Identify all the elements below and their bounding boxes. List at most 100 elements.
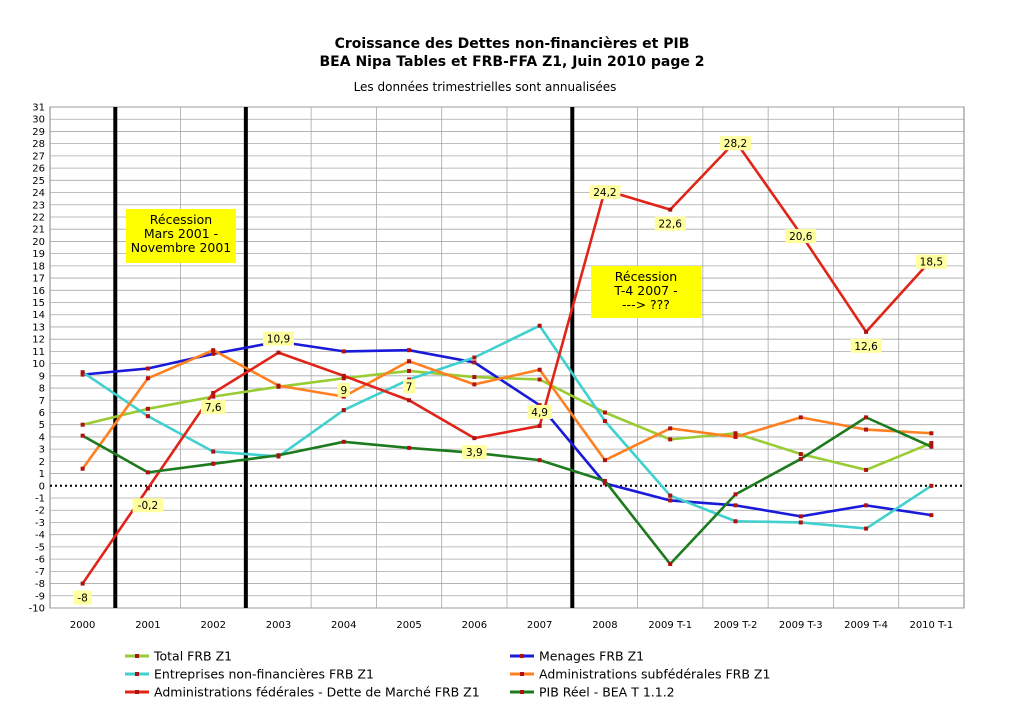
data-point	[864, 503, 869, 508]
data-point	[668, 562, 673, 567]
data-label: 7,6	[200, 399, 226, 414]
data-point	[80, 372, 85, 377]
series-line-1	[82, 340, 932, 518]
y-tick-label: 13	[32, 322, 45, 333]
x-tick-label: 2010 T-1	[909, 620, 953, 631]
data-label-text: 22,6	[659, 219, 683, 231]
data-label: -0,2	[132, 498, 164, 513]
data-label-box	[263, 331, 294, 346]
series-line-5	[82, 416, 932, 566]
data-point	[733, 434, 738, 439]
data-point	[341, 439, 346, 444]
data-point	[929, 441, 934, 446]
data-point	[668, 426, 673, 431]
legend-marker	[135, 690, 139, 694]
y-tick-label: 15	[32, 298, 45, 309]
data-point	[537, 423, 542, 428]
data-point	[602, 410, 607, 415]
chart-title: Croissance des Dettes non-financières et…	[335, 36, 690, 52]
data-label-box	[337, 382, 350, 397]
data-point	[407, 359, 412, 364]
data-point	[211, 390, 216, 395]
legend-marker	[520, 672, 524, 676]
legend-item: PIB Réel - BEA T 1.1.2	[510, 685, 675, 700]
data-point	[733, 492, 738, 497]
y-tick-label: 27	[32, 151, 45, 162]
y-tick-label: 22	[32, 212, 45, 223]
data-label-text: 7,6	[205, 402, 222, 414]
y-tick-label: 8	[39, 384, 45, 395]
plot-area: -10-9-8-7-6-5-4-3-2-10123456789101112131…	[29, 103, 965, 631]
legend-item: Menages FRB Z1	[510, 649, 644, 664]
y-tick-label: 28	[32, 139, 45, 150]
data-label-text: 18,5	[920, 257, 943, 269]
y-tick-label: -3	[35, 518, 45, 529]
data-point	[537, 377, 542, 382]
x-tick-label: 2008	[592, 620, 617, 631]
data-label: 20,6	[785, 229, 817, 244]
data-point	[276, 350, 281, 355]
y-tick-label: 5	[39, 420, 45, 431]
y-tick-label: 14	[32, 310, 45, 321]
data-point	[80, 466, 85, 471]
x-tick-label: 2009 T-1	[648, 620, 692, 631]
data-label-text: -8	[77, 593, 87, 605]
y-tick-label: -7	[35, 567, 45, 578]
data-point	[733, 519, 738, 524]
data-label-text: 4,9	[531, 407, 548, 419]
recession-annotation-text: Mars 2001 -	[144, 226, 218, 241]
data-point	[864, 467, 869, 472]
data-label-text: 7	[406, 381, 413, 393]
legend-marker	[520, 654, 524, 658]
data-point	[537, 323, 542, 328]
x-tick-label: 2003	[266, 620, 291, 631]
legend-item: Administrations fédérales - Dette de Mar…	[125, 685, 480, 700]
legend-marker	[135, 654, 139, 658]
y-tick-label: 23	[32, 200, 45, 211]
data-point	[145, 406, 150, 411]
data-point	[798, 415, 803, 420]
data-label-box	[915, 254, 947, 269]
data-point	[602, 419, 607, 424]
data-label: -8	[73, 590, 92, 605]
y-tick-label: 1	[39, 469, 45, 480]
data-label-box	[720, 136, 751, 151]
recession-annotation-text: Novembre 2001	[131, 240, 232, 255]
data-point	[145, 376, 150, 381]
x-tick-label: 2000	[70, 620, 95, 631]
data-point	[537, 367, 542, 372]
data-point	[211, 348, 216, 353]
chart-title-line2: BEA Nipa Tables et FRB-FFA Z1, Juin 2010…	[320, 54, 705, 70]
data-label-box	[589, 185, 621, 200]
legend-item: Total FRB Z1	[125, 649, 232, 664]
y-tick-label: 19	[32, 249, 45, 260]
data-point	[341, 376, 346, 381]
y-tick-label: 30	[32, 115, 45, 126]
x-tick-label: 2005	[396, 620, 421, 631]
y-tick-label: 3	[39, 445, 45, 456]
recession-annotation-text: Récession	[615, 269, 677, 284]
data-point	[864, 427, 869, 432]
recession-annotation-text: ---> ???	[622, 297, 670, 312]
data-label-text: 3,9	[466, 447, 483, 459]
y-tick-label: 11	[32, 347, 45, 358]
y-tick-label: 10	[32, 359, 45, 370]
data-point	[341, 373, 346, 378]
x-tick-label: 2009 T-4	[844, 620, 888, 631]
y-tick-label: 4	[39, 432, 45, 443]
data-point	[80, 422, 85, 427]
y-tick-label: -10	[29, 604, 45, 615]
y-tick-label: -8	[35, 579, 45, 590]
legend-marker	[520, 690, 524, 694]
data-point	[211, 351, 216, 356]
y-tick-label: 31	[32, 103, 45, 114]
y-tick-label: -9	[35, 591, 45, 602]
data-label-box	[462, 445, 487, 460]
series-line-4	[81, 139, 933, 585]
data-point	[733, 503, 738, 508]
data-label: 9	[337, 382, 350, 397]
data-point	[145, 470, 150, 475]
legend-label: PIB Réel - BEA T 1.1.2	[539, 685, 675, 700]
